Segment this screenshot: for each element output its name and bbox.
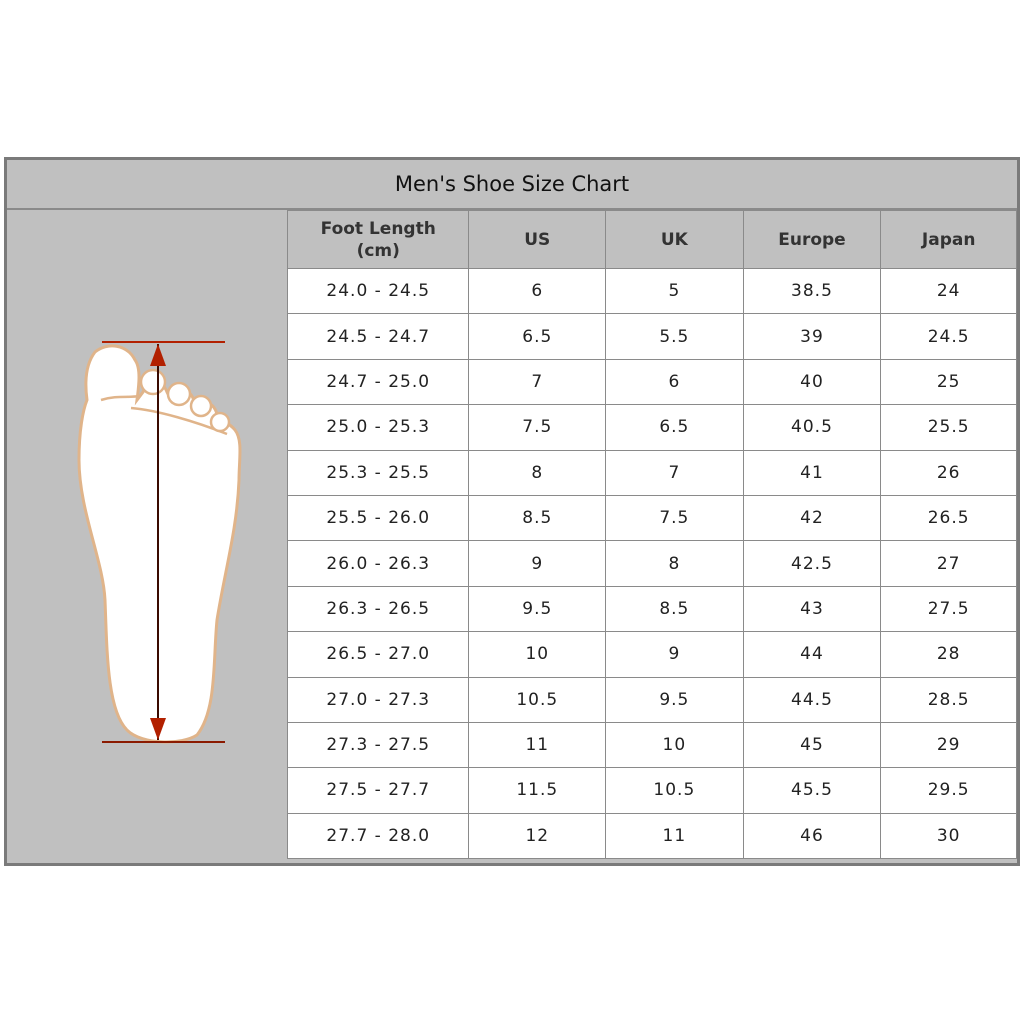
header-foot-length-line1: Foot Length [320, 218, 436, 239]
cell-foot-length: 25.3 - 25.5 [286, 449, 470, 496]
cell-us: 9 [468, 540, 607, 587]
cell-uk: 5.5 [605, 313, 744, 360]
cell-us: 11.5 [468, 767, 607, 814]
cell-us: 8 [468, 449, 607, 496]
cell-europe: 45.5 [742, 767, 882, 814]
cell-foot-length: 24.7 - 25.0 [286, 358, 470, 406]
table-row: 25.0 - 25.3 7.5 6.5 40.5 25.5 [286, 404, 1017, 451]
cell-europe: 44.5 [742, 676, 882, 723]
cell-foot-length: 25.0 - 25.3 [286, 404, 470, 451]
cell-foot-length: 27.0 - 27.3 [286, 676, 470, 723]
cell-uk: 6 [605, 358, 744, 406]
cell-us: 9.5 [468, 585, 607, 633]
cell-foot-length: 26.3 - 26.5 [286, 585, 470, 633]
cell-uk: 10.5 [605, 767, 744, 814]
cell-us: 11 [468, 721, 607, 769]
cell-japan: 29 [880, 721, 1017, 769]
cell-japan: 26 [880, 449, 1017, 496]
cell-japan: 26.5 [880, 494, 1017, 542]
cell-europe: 39 [742, 313, 882, 360]
size-table: Foot Length (cm) US UK Europe Japan 24.0 … [286, 210, 1017, 860]
cell-foot-length: 26.5 - 27.0 [286, 631, 470, 678]
table-row: 24.7 - 25.0 7 6 40 25 [286, 358, 1017, 406]
table-row: 24.5 - 24.7 6.5 5.5 39 24.5 [286, 313, 1017, 360]
cell-uk: 7.5 [605, 494, 744, 542]
table-row: 25.3 - 25.5 8 7 41 26 [286, 449, 1017, 496]
cell-japan: 27.5 [880, 585, 1017, 633]
chart-title: Men's Shoe Size Chart [7, 160, 1017, 210]
cell-foot-length: 25.5 - 26.0 [286, 494, 470, 542]
table-row: 26.3 - 26.5 9.5 8.5 43 27.5 [286, 585, 1017, 633]
cell-uk: 8 [605, 540, 744, 587]
cell-foot-length: 24.5 - 24.7 [286, 313, 470, 360]
header-europe: Europe [742, 210, 882, 269]
cell-japan: 24 [880, 267, 1017, 315]
cell-uk: 5 [605, 267, 744, 315]
cell-us: 7 [468, 358, 607, 406]
size-chart: Men's Shoe Size Chart Foot Length (cm) US… [4, 157, 1020, 866]
cell-europe: 40.5 [742, 404, 882, 451]
cell-uk: 8.5 [605, 585, 744, 633]
cell-us: 7.5 [468, 404, 607, 451]
cell-us: 10.5 [468, 676, 607, 723]
cell-japan: 28 [880, 631, 1017, 678]
cell-foot-length: 27.3 - 27.5 [286, 721, 470, 769]
table-row: 27.7 - 28.0 12 11 46 30 [286, 812, 1017, 860]
header-foot-length: Foot Length (cm) [286, 210, 470, 269]
header-us: US [468, 210, 607, 269]
cell-japan: 25.5 [880, 404, 1017, 451]
cell-foot-length: 27.5 - 27.7 [286, 767, 470, 814]
foot-length-measurement-icon [77, 341, 242, 744]
table-row: 27.0 - 27.3 10.5 9.5 44.5 28.5 [286, 676, 1017, 723]
cell-foot-length: 24.0 - 24.5 [286, 267, 470, 315]
header-row: Foot Length (cm) US UK Europe Japan [286, 210, 1017, 269]
cell-us: 10 [468, 631, 607, 678]
cell-japan: 24.5 [880, 313, 1017, 360]
table-row: 25.5 - 26.0 8.5 7.5 42 26.5 [286, 494, 1017, 542]
table-row: 24.0 - 24.5 6 5 38.5 24 [286, 267, 1017, 315]
cell-europe: 42.5 [742, 540, 882, 587]
cell-uk: 9.5 [605, 676, 744, 723]
cell-uk: 6.5 [605, 404, 744, 451]
cell-us: 6 [468, 267, 607, 315]
cell-europe: 42 [742, 494, 882, 542]
cell-japan: 29.5 [880, 767, 1017, 814]
table-row: 27.3 - 27.5 11 10 45 29 [286, 721, 1017, 769]
cell-foot-length: 26.0 - 26.3 [286, 540, 470, 587]
cell-us: 6.5 [468, 313, 607, 360]
header-uk: UK [605, 210, 744, 269]
cell-europe: 40 [742, 358, 882, 406]
cell-japan: 28.5 [880, 676, 1017, 723]
cell-uk: 9 [605, 631, 744, 678]
cell-uk: 10 [605, 721, 744, 769]
table-row: 26.5 - 27.0 10 9 44 28 [286, 631, 1017, 678]
cell-europe: 44 [742, 631, 882, 678]
cell-europe: 38.5 [742, 267, 882, 315]
cell-japan: 27 [880, 540, 1017, 587]
cell-europe: 46 [742, 812, 882, 860]
cell-japan: 30 [880, 812, 1017, 860]
cell-uk: 11 [605, 812, 744, 860]
cell-japan: 25 [880, 358, 1017, 406]
cell-uk: 7 [605, 449, 744, 496]
table-row: 26.0 - 26.3 9 8 42.5 27 [286, 540, 1017, 587]
header-japan: Japan [880, 210, 1017, 269]
cell-foot-length: 27.7 - 28.0 [286, 812, 470, 860]
cell-us: 8.5 [468, 494, 607, 542]
cell-europe: 41 [742, 449, 882, 496]
cell-us: 12 [468, 812, 607, 860]
header-foot-length-line2: (cm) [356, 240, 400, 261]
cell-europe: 45 [742, 721, 882, 769]
table-row: 27.5 - 27.7 11.5 10.5 45.5 29.5 [286, 767, 1017, 814]
cell-europe: 43 [742, 585, 882, 633]
